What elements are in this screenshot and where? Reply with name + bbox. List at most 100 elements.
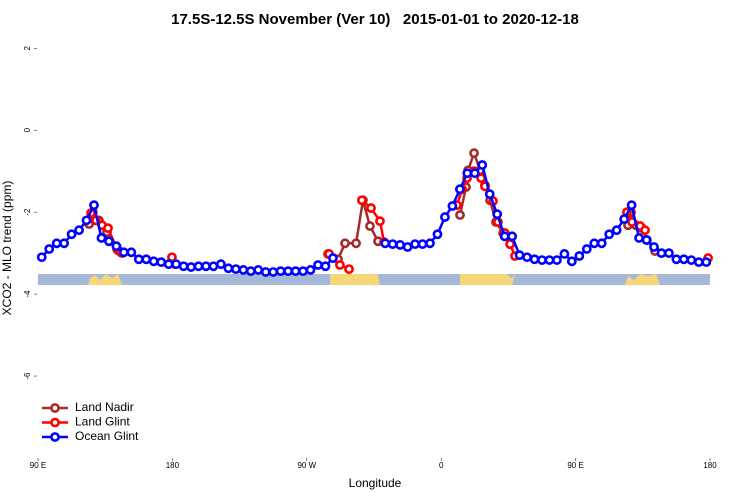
point [589,238,600,249]
point [507,231,518,242]
point [505,239,515,250]
point [156,257,167,268]
point [499,231,510,242]
point [268,267,279,277]
legend-marker [50,417,60,428]
point [111,241,122,252]
point [649,242,659,252]
land-patch [625,274,660,285]
point [402,242,413,252]
x-tick-label: 180 [166,461,180,470]
series-line [91,171,708,269]
point [290,266,301,277]
point [447,201,458,211]
point [141,254,152,265]
point [126,247,137,258]
point [425,238,435,249]
point [253,265,264,275]
point [641,235,652,245]
point [522,252,532,263]
point [74,225,84,236]
legend-label: Land Nadir [75,400,134,414]
point [283,266,294,277]
point [230,264,241,275]
point [366,203,376,213]
y-tick-label: -4 [23,290,32,298]
point [604,229,615,240]
point [440,212,450,222]
y-tick-label: -6 [23,372,32,380]
point [344,264,354,275]
point [640,225,650,236]
point [216,259,226,270]
point [454,184,465,195]
legend-label: Ocean Glint [75,429,139,443]
point [59,238,70,249]
x-tick-label: 0 [439,461,444,470]
x-axis-label: Longitude [349,476,402,490]
land-patch [88,274,122,285]
point [619,214,630,225]
point [611,225,622,236]
land-patch [460,274,515,285]
point [432,229,443,240]
point [44,244,55,254]
point [193,261,204,272]
x-tick-label: 90 E [567,461,583,470]
legend-label: Land Glint [75,415,130,429]
point [340,238,350,249]
x-tick-label: 90 E [30,461,46,470]
point [417,239,428,250]
point [375,216,385,227]
point [89,200,99,211]
legend-marker [50,432,60,442]
point [260,267,271,277]
point [529,254,540,265]
point [477,160,488,170]
point [559,249,570,259]
y-axis-label: XCO2 - MLO trend (ppm) [0,181,14,316]
point [664,248,674,259]
point [51,238,62,249]
surface-band [38,274,710,285]
point [328,253,338,263]
point [223,263,234,274]
point [163,259,174,270]
x-tick-label: 90 W [297,461,316,470]
point [335,260,345,270]
point [178,261,189,272]
point [305,265,316,275]
point [245,266,256,277]
point [552,255,562,265]
point [492,209,503,220]
point [351,238,361,249]
point [410,239,420,250]
point [103,223,113,234]
point [701,257,712,268]
point [574,251,585,261]
y-tick-label: 2 [23,45,32,50]
point [395,240,406,250]
point [469,168,480,179]
point [462,168,473,179]
y-tick-label: -2 [23,208,32,216]
point [484,189,495,200]
point [537,255,547,265]
point [186,262,196,272]
point [387,239,398,250]
point [678,254,689,265]
point [118,247,129,258]
point [36,252,47,263]
point [455,210,465,220]
y-tick-label: 0 [23,127,32,132]
point [514,250,525,261]
point [596,238,607,249]
point [238,265,249,275]
point [469,148,479,159]
point [544,255,555,265]
point [693,257,704,268]
point [581,244,592,254]
point [671,254,682,265]
point [320,261,331,272]
